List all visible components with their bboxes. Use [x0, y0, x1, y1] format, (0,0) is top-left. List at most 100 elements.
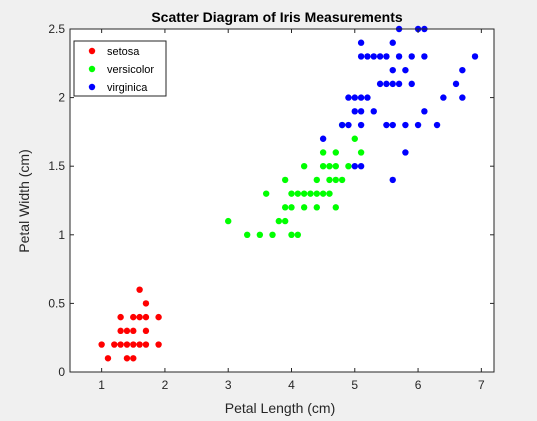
versicolor-point	[281, 176, 289, 184]
versicolor-point	[313, 176, 321, 184]
virginica-point	[376, 80, 384, 88]
y-tick-label: 1.5	[48, 159, 65, 173]
virginica-point	[421, 108, 428, 115]
versicolor-point	[300, 204, 308, 211]
versicolor-point	[319, 163, 327, 170]
setosa-point	[104, 355, 112, 362]
x-tick-label: 7	[478, 378, 485, 392]
virginica-point	[389, 80, 396, 88]
virginica-point	[395, 53, 403, 60]
versicolor-point	[319, 149, 327, 156]
setosa-point	[130, 355, 137, 362]
virginica-point	[351, 108, 358, 115]
virginica-point	[345, 94, 352, 101]
legend-marker-virginica	[88, 83, 96, 91]
virginica-point	[421, 53, 428, 60]
versicolor-point	[300, 190, 308, 197]
versicolor-point	[262, 190, 270, 197]
ticks-layer: 1 2 3 4 5 6 7 0 0.5 1 1.5 2 2.5	[48, 22, 494, 392]
axes-box	[69, 28, 495, 373]
virginica-point	[376, 53, 384, 60]
versicolor-point	[332, 176, 339, 184]
versicolor-point	[269, 231, 276, 238]
y-tick-label: 2	[58, 91, 65, 105]
y-tick-label: 0.5	[48, 296, 65, 310]
legend-entry-virginica: virginica	[107, 82, 148, 94]
virginica-point	[459, 66, 466, 74]
virginica-point	[389, 121, 396, 129]
setosa-point	[142, 341, 150, 348]
versicolor-point	[281, 217, 289, 225]
series-versicolor	[225, 121, 365, 238]
versicolor-point	[332, 204, 339, 211]
versicolor-point	[288, 204, 295, 211]
series-setosa	[98, 286, 162, 362]
versicolor-point	[326, 176, 333, 184]
setosa-point	[98, 341, 105, 348]
virginica-point	[364, 53, 371, 60]
x-tick-label: 3	[225, 378, 232, 392]
virginica-point	[402, 149, 409, 156]
virginica-point	[338, 121, 346, 129]
y-axis-label: Petal Width (cm)	[16, 149, 32, 252]
virginica-point	[395, 80, 403, 88]
virginica-point	[357, 39, 365, 46]
versicolor-point	[288, 231, 295, 238]
legend: setosa versicolor virginica	[73, 40, 167, 97]
virginica-point	[452, 80, 460, 88]
virginica-point	[433, 121, 441, 129]
x-tick-label: 5	[351, 378, 358, 392]
y-tick-label: 1	[58, 228, 65, 242]
x-axis-label: Petal Length (cm)	[225, 400, 336, 416]
versicolor-point	[294, 231, 302, 238]
setosa-point	[117, 327, 124, 335]
virginica-point	[389, 176, 396, 184]
versicolor-point	[332, 149, 339, 156]
versicolor-point	[351, 135, 358, 142]
legend-entry-setosa: setosa	[107, 46, 140, 58]
virginica-point	[357, 108, 365, 115]
virginica-point	[370, 108, 377, 115]
versicolor-point	[281, 204, 289, 211]
virginica-point	[408, 80, 415, 88]
virginica-point	[459, 94, 466, 101]
virginica-point	[345, 121, 352, 129]
virginica-point	[383, 121, 390, 129]
setosa-point	[155, 313, 162, 321]
versicolor-point	[243, 231, 251, 238]
points-layer	[98, 25, 479, 362]
versicolor-point	[313, 190, 321, 197]
legend-marker-versicolor	[88, 65, 96, 73]
y-tick-label: 0	[58, 365, 65, 379]
setosa-point	[123, 327, 131, 335]
virginica-point	[319, 135, 327, 142]
setosa-point	[123, 355, 131, 362]
virginica-point	[383, 80, 390, 88]
versicolor-point	[332, 163, 339, 170]
virginica-point	[357, 53, 365, 60]
setosa-point	[155, 341, 162, 348]
setosa-point	[117, 341, 124, 348]
versicolor-point	[275, 217, 283, 225]
setosa-point	[142, 327, 150, 335]
setosa-point	[136, 286, 143, 293]
virginica-point	[471, 53, 479, 60]
versicolor-point	[313, 204, 321, 211]
virginica-point	[389, 66, 396, 74]
versicolor-point	[345, 163, 352, 170]
setosa-point	[142, 300, 150, 307]
setosa-point	[130, 313, 137, 321]
series-virginica	[319, 25, 479, 184]
virginica-point	[357, 163, 365, 170]
setosa-point	[111, 341, 118, 348]
chart-title: Scatter Diagram of Iris Measurements	[151, 9, 403, 25]
virginica-point	[357, 94, 365, 101]
versicolor-point	[294, 190, 302, 197]
virginica-point	[402, 66, 409, 74]
versicolor-point	[338, 176, 346, 184]
virginica-point	[389, 39, 396, 46]
virginica-point	[351, 94, 358, 101]
virginica-point	[364, 94, 371, 101]
virginica-point	[370, 53, 377, 60]
